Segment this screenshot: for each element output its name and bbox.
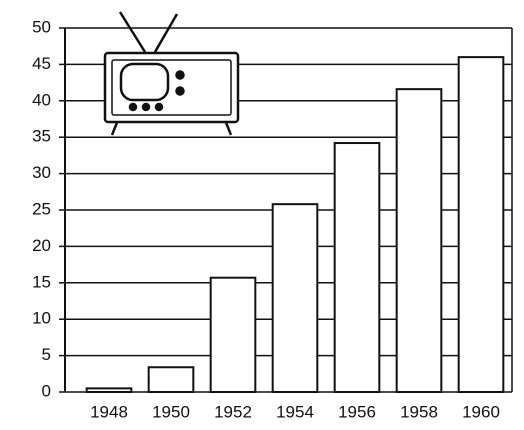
x-tick-label: 1960 xyxy=(462,402,500,421)
y-tick-label: 0 xyxy=(42,381,51,400)
x-tick-label: 1952 xyxy=(214,402,252,421)
y-tick-label: 5 xyxy=(42,345,51,364)
y-tick-label: 50 xyxy=(32,17,51,36)
bar xyxy=(459,57,504,392)
y-tick-label: 25 xyxy=(32,199,51,218)
bar xyxy=(273,204,318,392)
y-tick-label: 40 xyxy=(32,90,51,109)
x-tick-label: 1950 xyxy=(152,402,190,421)
bar xyxy=(87,388,132,392)
bar xyxy=(211,278,256,392)
x-tick-label: 1956 xyxy=(338,402,376,421)
x-tick-label: 1958 xyxy=(400,402,438,421)
y-tick-label: 35 xyxy=(32,127,51,146)
tv-illustration xyxy=(105,12,238,135)
y-tick-label: 10 xyxy=(32,309,51,328)
y-tick-label: 20 xyxy=(32,236,51,255)
chart: 0 5 10 15 20 25 30 35 40 45 50 1948 1950 1952 1954 1956… xyxy=(0,0,524,430)
y-tick-label: 45 xyxy=(32,54,51,73)
x-tick-label: 1948 xyxy=(90,402,128,421)
y-tick-label: 15 xyxy=(32,272,51,291)
bar xyxy=(335,143,380,392)
bar xyxy=(397,89,442,392)
y-tick-label: 30 xyxy=(32,163,51,182)
bar xyxy=(149,367,194,392)
x-tick-label: 1954 xyxy=(276,402,314,421)
